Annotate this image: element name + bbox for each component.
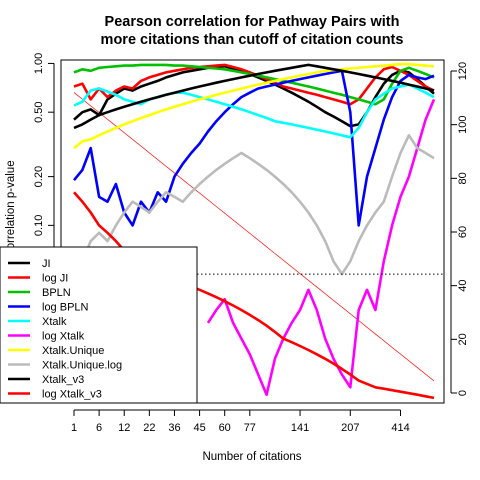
x-tick-label: 1 — [71, 422, 77, 434]
y2-tick-label: 20 — [457, 333, 469, 345]
x-axis-label: Number of citations — [202, 451, 301, 463]
x-tick-label: 60 — [219, 422, 231, 434]
y2-tick-label: 0 — [457, 390, 469, 396]
legend-label: JI — [42, 258, 51, 270]
y-tick-label: 0.50 — [33, 101, 45, 122]
chart-title-line-2: more citations than cutoff of citation c… — [101, 32, 404, 48]
x-tick-label: 141 — [291, 422, 309, 434]
y2-tick-label: 120 — [457, 62, 469, 80]
x-tick-label: 207 — [341, 422, 359, 434]
y-tick-label: 1.00 — [33, 53, 45, 74]
y2-tick-label: 40 — [457, 280, 469, 292]
x-tick-label: 45 — [193, 422, 205, 434]
x-tick-label: 36 — [168, 422, 180, 434]
legend-label: BPLN — [42, 287, 71, 299]
legend-label: Xtalk.Unique — [42, 345, 104, 357]
y-axis-right: 0 20 40 60 80 100 120 — [450, 62, 469, 396]
series-line-secondary-axis — [73, 92, 435, 382]
y2-tick-label: 60 — [457, 226, 469, 238]
x-tick-label: 6 — [96, 422, 102, 434]
series-line-5 — [206, 98, 436, 397]
series-line-6 — [73, 62, 435, 150]
y-tick-label: 0.20 — [33, 166, 45, 187]
legend-label: log Xtalk_v3 — [42, 389, 102, 401]
x-tick-label: 77 — [244, 422, 256, 434]
series-line-8 — [73, 63, 435, 130]
series-line-7 — [72, 134, 435, 276]
legend-label: Xtalk — [42, 316, 67, 328]
legend-label: Xtalk.Unique.log — [42, 360, 122, 372]
plot-frame — [60, 59, 445, 404]
y2-tick-label: 80 — [457, 172, 469, 184]
x-tick-label: 22 — [143, 422, 155, 434]
series-line-4 — [73, 83, 435, 139]
legend-label: log JI — [42, 273, 68, 285]
series-layer — [72, 62, 436, 400]
x-tick-label: 414 — [391, 422, 409, 434]
legend-label: log Xtalk — [42, 331, 85, 343]
series-line-3 — [72, 69, 435, 227]
legend: JI log JI BPLN log BPLN Xtalk log Xtalk Xtalk.… — [0, 246, 198, 404]
y-tick-label: 0.10 — [33, 215, 45, 236]
legend-label: log BPLN — [42, 302, 89, 314]
legend-box — [0, 246, 198, 404]
x-tick-label: 12 — [118, 422, 130, 434]
x-axis: 1 6 12 22 36 45 60 77 141 207 414 — [71, 409, 410, 434]
legend-label: Xtalk_v3 — [42, 374, 84, 386]
y2-tick-label: 100 — [457, 115, 469, 133]
chart-title-line-1: Pearson correlation for Pathway Pairs wi… — [105, 14, 400, 30]
